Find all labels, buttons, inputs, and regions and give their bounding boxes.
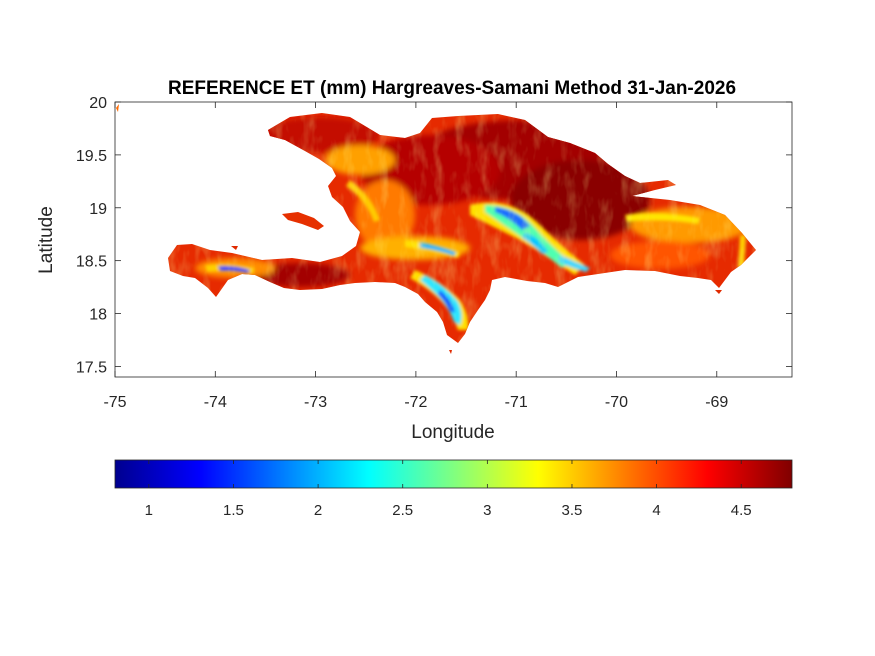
heatmap-island-gonave	[282, 212, 324, 230]
x-axis-label: Longitude	[411, 422, 494, 443]
colorbar-tick-label: 4	[652, 502, 660, 519]
colorbar-gradient	[114, 459, 793, 489]
x-tick-label: -69	[705, 394, 728, 411]
heatmap-islet-b	[449, 350, 452, 354]
colorbar-tick-label: 3	[483, 502, 491, 519]
x-tick-label: -73	[304, 394, 327, 411]
heatmap-islet-c	[715, 290, 722, 294]
x-tick-label: -75	[103, 394, 126, 411]
colorbar-tick-label: 2	[314, 502, 322, 519]
plot-area: -75 -74 -73 -72 -71 -70 -69 17.5 18 18.5 19 19.5 20	[76, 95, 793, 411]
y-tick-label: 19	[89, 201, 107, 218]
colorbar: 1 1.5 2 2.5 3 3.5 4 4.5	[114, 459, 793, 519]
y-axis-label: Latitude	[36, 206, 57, 274]
x-axis-ticks: -75 -74 -73 -72 -71 -70 -69	[103, 102, 728, 411]
colorbar-tick-label: 3.5	[562, 502, 583, 519]
x-tick-label: -71	[505, 394, 528, 411]
y-axis-ticks: 17.5 18 18.5 19 19.5 20	[76, 95, 792, 376]
x-tick-label: -74	[204, 394, 227, 411]
colorbar-tick-label: 2.5	[392, 502, 413, 519]
colorbar-ticks: 1 1.5 2 2.5 3 3.5 4 4.5	[145, 460, 752, 519]
x-tick-label: -70	[605, 394, 628, 411]
y-tick-label: 18	[89, 307, 107, 324]
colorbar-tick-label: 1.5	[223, 502, 244, 519]
heatmap-corner-pixel	[116, 104, 119, 112]
y-tick-label: 20	[89, 95, 107, 112]
heatmap-islet-a	[231, 246, 238, 250]
colorbar-tick-label: 1	[145, 502, 153, 519]
x-tick-label: -72	[404, 394, 427, 411]
chart-title: REFERENCE ET (mm) Hargreaves-Samani Meth…	[168, 78, 736, 99]
y-tick-label: 17.5	[76, 359, 107, 376]
y-tick-label: 19.5	[76, 148, 107, 165]
colorbar-tick-label: 4.5	[731, 502, 752, 519]
y-tick-label: 18.5	[76, 254, 107, 271]
